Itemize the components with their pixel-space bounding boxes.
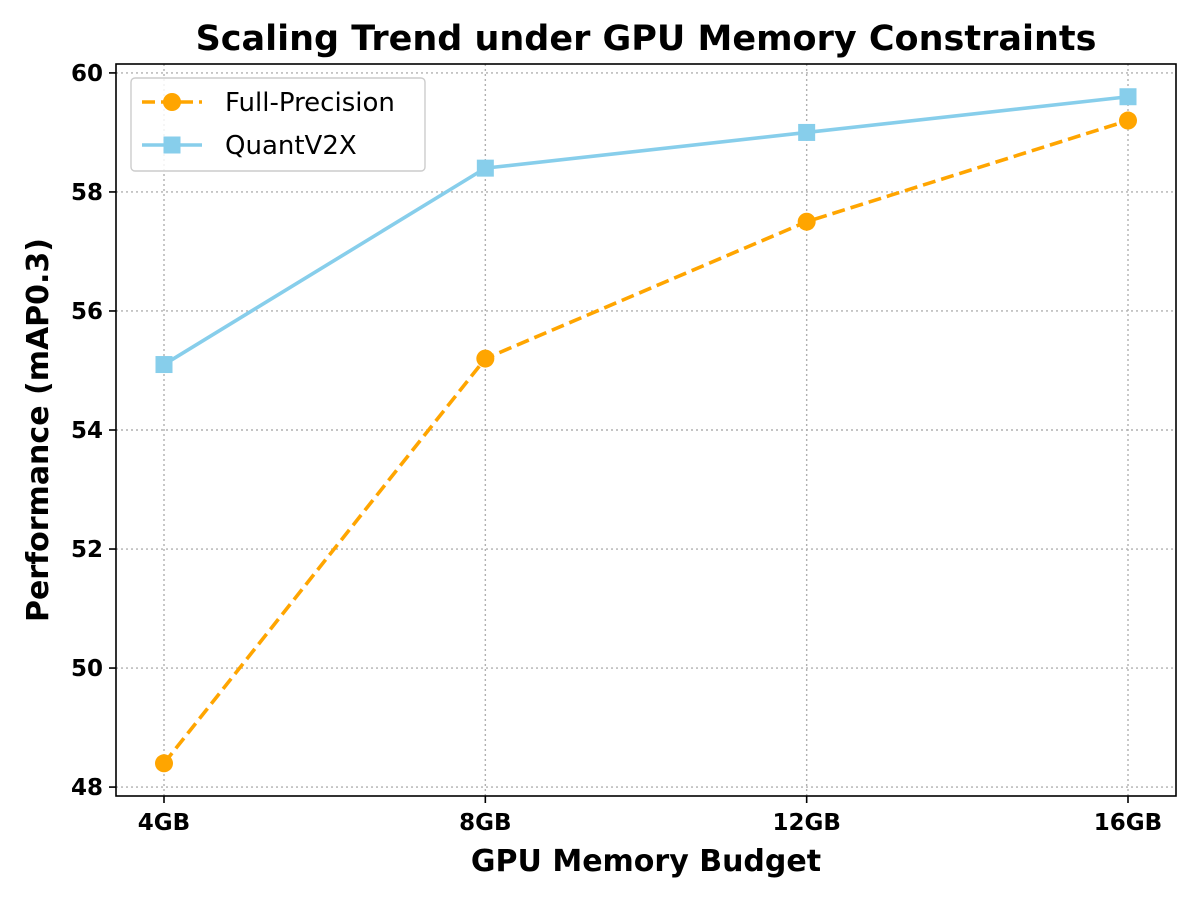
tick-layer: 4GB 8GB 12GB 16GB 48 50 52 54 56 58 60 bbox=[71, 61, 1162, 836]
x-axis-label: GPU Memory Budget bbox=[471, 844, 821, 879]
y-axis-label: Performance (mAP0.3) bbox=[21, 238, 56, 622]
quantv2x-point bbox=[155, 356, 173, 374]
quantv2x-line bbox=[163, 94, 1129, 367]
legend-box bbox=[130, 77, 426, 172]
series-layer bbox=[155, 88, 1137, 773]
full-precision-point bbox=[797, 212, 816, 231]
legend-full-precision-label: Full-Precision bbox=[225, 88, 395, 118]
legend: Full-Precision QuantV2X bbox=[130, 77, 426, 172]
y-tick-label: 54 bbox=[71, 418, 103, 444]
legend-quantv2x-marker bbox=[163, 136, 181, 154]
full-precision-point bbox=[1119, 111, 1137, 130]
y-tick-label: 60 bbox=[71, 61, 103, 87]
legend-quantv2x-label: QuantV2X bbox=[225, 131, 357, 161]
x-tick-label: 16GB bbox=[1094, 810, 1162, 836]
y-tick-label: 50 bbox=[71, 656, 103, 682]
quantv2x-point bbox=[476, 159, 494, 177]
full-precision-point bbox=[155, 754, 173, 773]
full-precision-point bbox=[476, 349, 495, 368]
quantv2x-point bbox=[798, 123, 816, 141]
x-tick-label: 4GB bbox=[138, 810, 190, 836]
y-tick-label: 58 bbox=[71, 180, 103, 206]
legend-full-precision-marker bbox=[163, 93, 181, 111]
x-tick-label: 8GB bbox=[459, 810, 511, 836]
quantv2x-point bbox=[1119, 88, 1137, 106]
chart-title: Scaling Trend under GPU Memory Constrain… bbox=[196, 19, 1097, 59]
grid-layer bbox=[116, 64, 1176, 796]
y-tick-label: 48 bbox=[71, 775, 103, 801]
y-tick-label: 52 bbox=[71, 537, 103, 563]
full-precision-line bbox=[162, 118, 1129, 765]
x-tick-label: 12GB bbox=[772, 810, 840, 836]
y-tick-label: 56 bbox=[71, 299, 103, 325]
